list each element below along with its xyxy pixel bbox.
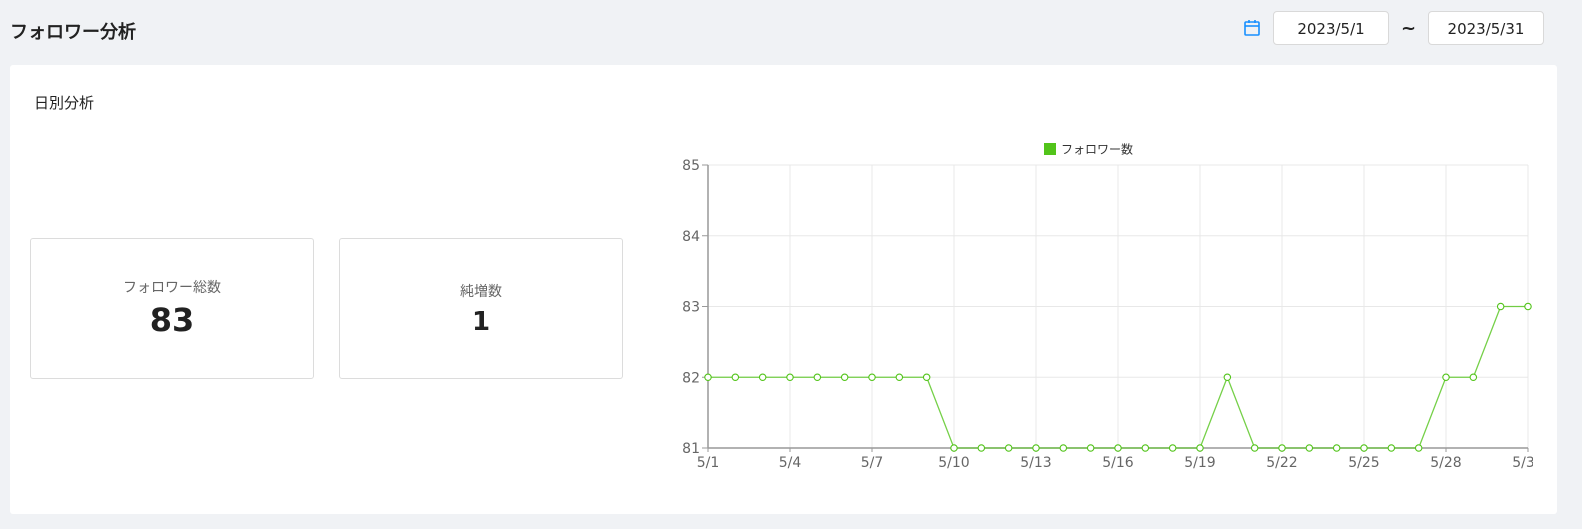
stat-value: 1 bbox=[471, 307, 491, 337]
data-point bbox=[813, 373, 822, 381]
data-point bbox=[1086, 444, 1095, 452]
date-end[interactable]: 2023/5/31 bbox=[1428, 11, 1544, 45]
data-point bbox=[1524, 302, 1532, 311]
data-point bbox=[1496, 302, 1505, 311]
x-tick-label: 5/1 bbox=[697, 455, 720, 471]
x-tick-label: 5/7 bbox=[861, 455, 884, 471]
x-tick-label: 5/13 bbox=[1020, 455, 1051, 471]
data-point bbox=[1278, 444, 1286, 452]
x-tick-label: 5/28 bbox=[1430, 455, 1461, 471]
x-tick-label: 5/16 bbox=[1102, 455, 1134, 471]
data-point bbox=[1332, 444, 1341, 452]
y-tick-label: 82 bbox=[682, 370, 700, 386]
data-point bbox=[1196, 444, 1204, 452]
data-point bbox=[704, 373, 712, 381]
data-point bbox=[868, 373, 876, 381]
data-point bbox=[977, 444, 986, 452]
x-tick-label: 5/19 bbox=[1184, 455, 1215, 471]
data-point bbox=[1250, 444, 1259, 452]
stat-card: 純増数 1 bbox=[339, 238, 623, 379]
data-point bbox=[1442, 373, 1450, 381]
x-tick-label: 5/22 bbox=[1266, 455, 1297, 471]
data-point bbox=[950, 444, 958, 452]
data-point bbox=[1168, 444, 1177, 452]
data-point bbox=[1114, 444, 1122, 452]
y-tick-label: 85 bbox=[682, 158, 700, 174]
data-point bbox=[1387, 444, 1396, 452]
calendar-icon[interactable] bbox=[1243, 19, 1261, 37]
data-point bbox=[1305, 444, 1314, 452]
stat-card: フォロワー総数 83 bbox=[30, 238, 314, 379]
y-tick-label: 83 bbox=[682, 300, 700, 316]
data-point bbox=[1141, 444, 1150, 452]
page-title: フォロワー分析 bbox=[10, 22, 136, 43]
x-tick-label: 5/31 bbox=[1512, 455, 1543, 471]
x-tick-label: 5/10 bbox=[938, 455, 969, 471]
legend-swatch bbox=[1044, 143, 1056, 155]
date-separator: ~ bbox=[1401, 18, 1417, 39]
date-start[interactable]: 2023/5/1 bbox=[1273, 11, 1389, 45]
legend-label: フォロワー数 bbox=[1061, 142, 1133, 157]
section-title: 日別分析 bbox=[34, 94, 95, 112]
stat-label: フォロワー総数 bbox=[123, 280, 221, 296]
x-tick-label: 5/25 bbox=[1348, 455, 1379, 471]
panel: 日別分析 フォロワー総数 83 純増数 1 bbox=[10, 65, 1557, 514]
data-point bbox=[731, 373, 740, 381]
stat-value: 83 bbox=[149, 301, 195, 339]
data-point bbox=[758, 373, 767, 381]
y-tick-label: 81 bbox=[682, 441, 700, 457]
y-tick-label: 84 bbox=[682, 229, 700, 245]
data-point bbox=[895, 373, 904, 381]
data-point bbox=[922, 373, 931, 381]
data-point bbox=[1469, 373, 1478, 381]
data-point bbox=[1223, 373, 1232, 381]
data-point bbox=[1414, 444, 1423, 452]
data-point bbox=[1004, 444, 1013, 452]
data-point bbox=[1360, 444, 1368, 452]
data-point bbox=[1059, 444, 1068, 452]
data-point bbox=[1032, 444, 1040, 452]
data-point bbox=[840, 373, 849, 381]
x-tick-label: 5/4 bbox=[779, 455, 802, 471]
data-point bbox=[786, 373, 794, 381]
stat-label: 純増数 bbox=[460, 284, 502, 300]
